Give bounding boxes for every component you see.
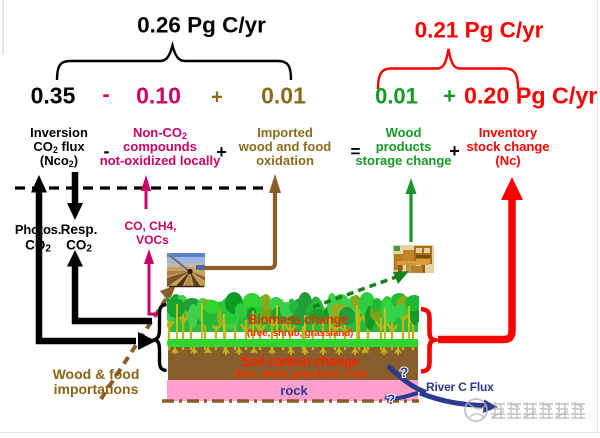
svg-text:CO2 flux: CO2 flux <box>33 139 85 155</box>
svg-text:?: ? <box>387 391 396 407</box>
svg-text:VOCs: VOCs <box>136 233 169 247</box>
svg-text:0.21 Pg C/yr: 0.21 Pg C/yr <box>415 18 544 43</box>
svg-text:0.01: 0.01 <box>375 84 418 109</box>
svg-text:CO, CH4,: CO, CH4, <box>124 219 176 233</box>
svg-text:+: + <box>449 141 460 161</box>
svg-text:not-oxidized locally: not-oxidized locally <box>100 153 221 168</box>
svg-text:0.20 Pg C/yr: 0.20 Pg C/yr <box>464 83 597 109</box>
svg-text:compounds: compounds <box>123 139 197 154</box>
svg-text:0.10: 0.10 <box>136 83 181 109</box>
svg-text:CO2: CO2 <box>66 238 92 255</box>
svg-text:Imported: Imported <box>257 125 313 140</box>
svg-text:(tree, shrub, grassland): (tree, shrub, grassland) <box>247 328 353 339</box>
svg-text:importations: importations <box>54 381 139 397</box>
svg-text:Inversion: Inversion <box>30 125 88 140</box>
svg-text:products: products <box>376 139 432 154</box>
svg-text:(Nco2): (Nco2) <box>40 153 78 169</box>
svg-text:=: = <box>351 142 361 161</box>
svg-text:0.35: 0.35 <box>31 83 76 109</box>
svg-text:+: + <box>211 87 223 109</box>
svg-text:Wood: Wood <box>386 125 422 140</box>
svg-text:CO2: CO2 <box>25 238 51 255</box>
svg-text:Biomass change: Biomass change <box>248 312 349 327</box>
svg-text:+: + <box>443 84 456 109</box>
svg-text:oxidation: oxidation <box>256 153 314 168</box>
svg-text:Photos.: Photos. <box>15 222 61 237</box>
svg-text:+: + <box>216 142 227 162</box>
svg-text:-: - <box>102 82 109 107</box>
svg-text:River C Flux: River C Flux <box>426 380 494 394</box>
svg-text:Non-CO2: Non-CO2 <box>133 125 187 141</box>
svg-text:(tree, shrub, grassland, crop): (tree, shrub, grassland, crop) <box>235 369 367 380</box>
svg-text:0.01: 0.01 <box>261 83 306 109</box>
svg-text:Resp.: Resp. <box>61 222 98 237</box>
svg-text:stock change: stock change <box>466 139 549 154</box>
svg-text:rock: rock <box>280 383 308 398</box>
svg-text:Wood & food: Wood & food <box>53 366 140 382</box>
svg-text:storage change: storage change <box>355 153 451 168</box>
svg-text:(Nc): (Nc) <box>495 153 520 168</box>
svg-text:?: ? <box>400 364 409 380</box>
svg-text:Soil carbon change: Soil carbon change <box>241 354 359 369</box>
svg-text:-: - <box>104 141 110 161</box>
svg-text:wood and food: wood and food <box>238 139 331 154</box>
svg-text:Inventory: Inventory <box>479 125 538 140</box>
svg-text:0.26 Pg C/yr: 0.26 Pg C/yr <box>137 13 266 38</box>
